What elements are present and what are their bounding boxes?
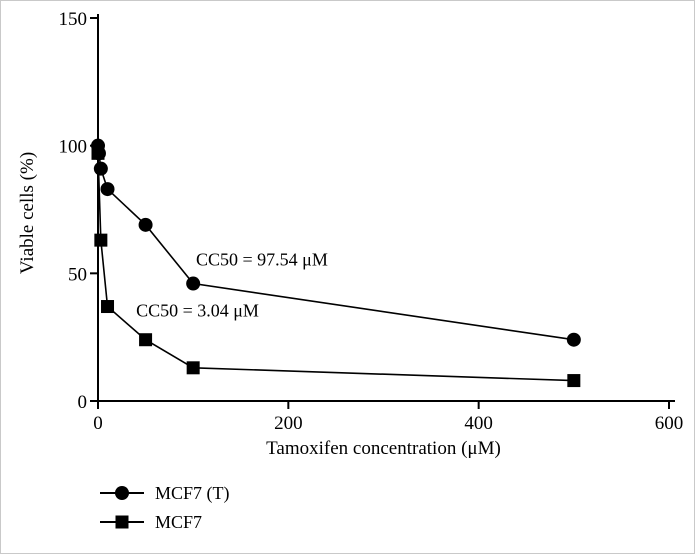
x-axis-label: Tamoxifen concentration (μM) — [266, 438, 501, 459]
legend-item: MCF7 — [99, 510, 230, 534]
legend-label: MCF7 — [155, 511, 203, 532]
y-tick-label: 0 — [78, 392, 88, 413]
data-point-square — [91, 146, 105, 160]
data-point-square — [101, 300, 115, 314]
y-axis-label: Viable cells (%) — [17, 151, 38, 275]
data-point-square — [567, 374, 581, 388]
annotation-0: CC50 = 97.54 μM — [196, 250, 328, 270]
y-tick-label: 150 — [59, 9, 88, 30]
data-point-circle — [93, 161, 108, 176]
y-tick-label: 50 — [68, 264, 87, 285]
legend-marker-circle — [100, 486, 144, 500]
data-point-circle — [100, 182, 115, 197]
data-point-circle — [566, 332, 581, 347]
data-point-square — [139, 333, 153, 347]
legend-marker-square — [100, 515, 144, 529]
x-tick-label: 400 — [464, 413, 493, 434]
series-line-square — [97, 153, 574, 382]
data-point-circle — [186, 276, 201, 291]
x-tick-label: 600 — [655, 413, 684, 434]
x-tick-label: 200 — [274, 413, 303, 434]
data-point-circle — [138, 217, 153, 232]
plot-area: 0 200 400 600 0 50 100 150 CC50 = 97.54 μM CC50 =… — [59, 9, 684, 434]
annotation-1: CC50 = 3.04 μM — [136, 301, 259, 321]
data-point-square — [94, 233, 108, 247]
legend: MCF7 (T) MCF7 — [99, 481, 230, 534]
y-tick-label: 100 — [59, 137, 88, 158]
x-tick-label: 0 — [93, 413, 103, 434]
legend-label: MCF7 (T) — [155, 482, 230, 503]
data-point-square — [186, 361, 200, 375]
legend-item: MCF7 (T) — [99, 481, 230, 505]
